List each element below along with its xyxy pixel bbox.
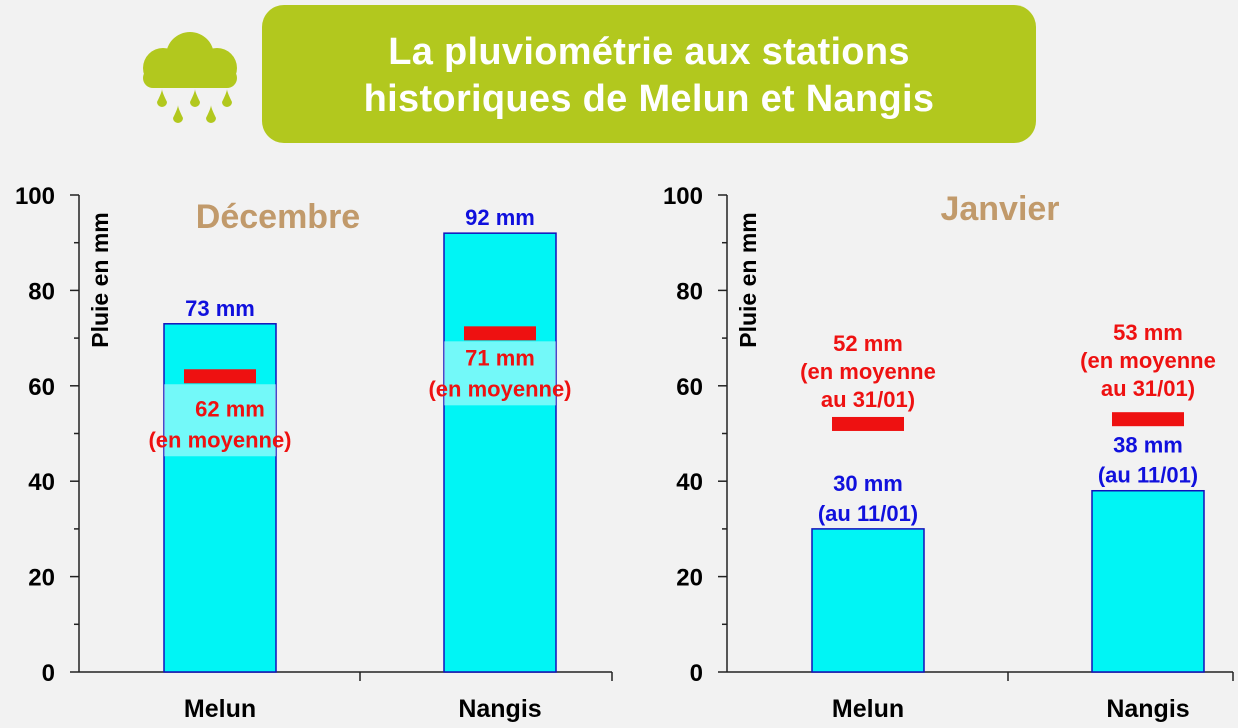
bar-value-label: 38 mm: [1113, 433, 1183, 458]
average-value-label: 71 mm: [465, 345, 535, 370]
chart-title: Janvier: [940, 190, 1059, 228]
chart-title: Décembre: [196, 198, 360, 236]
y-tick-label: 100: [663, 183, 703, 210]
bar-value-label: (au 11/01): [1098, 463, 1198, 488]
y-tick-label: 80: [28, 278, 55, 305]
average-marker: [1112, 412, 1184, 427]
title-line-2: historiques de Melun et Nangis: [363, 78, 935, 120]
y-tick-label: 80: [676, 278, 703, 305]
average-value-label: (en moyenne: [800, 359, 936, 384]
y-tick-label: 0: [42, 660, 55, 687]
label-highlight: [164, 384, 276, 457]
title-banner: La pluviométrie aux stations historiques…: [262, 5, 1036, 143]
label-highlight: [444, 341, 556, 406]
average-marker: [184, 369, 256, 384]
average-value-label: 53 mm: [1113, 320, 1183, 345]
y-tick-label: 0: [690, 660, 703, 687]
y-tick-label: 60: [28, 374, 55, 401]
bar: [443, 232, 557, 673]
average-value-label: (en moyenne): [148, 427, 291, 452]
average-value-label: 52 mm: [833, 331, 903, 356]
bar-value-label: 73 mm: [185, 296, 255, 321]
rain-cloud-icon: [143, 32, 237, 123]
chart-decembre: 0 20 40 60 80 100 Pluie en mm Décembre 73 mm Melu…: [15, 183, 613, 723]
bar-value-label: 30 mm: [833, 471, 903, 496]
y-axis-label: Pluie en mm: [87, 212, 113, 347]
x-tick-label: Melun: [832, 695, 904, 723]
average-value-label: au 31/01): [821, 387, 915, 412]
bar-value-label: 92 mm: [465, 205, 535, 230]
y-tick-label: 20: [28, 565, 55, 592]
y-axis-label: Pluie en mm: [735, 212, 761, 347]
y-tick-label: 60: [676, 374, 703, 401]
x-tick-label: Nangis: [1106, 695, 1189, 723]
bar: [811, 528, 925, 673]
bar: [1091, 489, 1205, 673]
x-tick-label: Melun: [184, 695, 256, 723]
average-marker: [832, 416, 904, 431]
y-tick-label: 40: [676, 469, 703, 496]
y-tick-label: 40: [28, 469, 55, 496]
bar-value-label: (au 11/01): [818, 501, 918, 526]
y-tick-label: 20: [676, 565, 703, 592]
title-line-1: La pluviométrie aux stations: [388, 31, 910, 73]
average-value-label: (en moyenne): [428, 376, 571, 401]
average-value-label: 62 mm: [195, 396, 265, 421]
average-marker: [464, 326, 536, 341]
average-value-label: au 31/01): [1101, 376, 1195, 401]
x-tick-label: Nangis: [458, 695, 541, 723]
average-value-label: (en moyenne: [1080, 348, 1216, 373]
y-tick-label: 100: [15, 183, 55, 210]
